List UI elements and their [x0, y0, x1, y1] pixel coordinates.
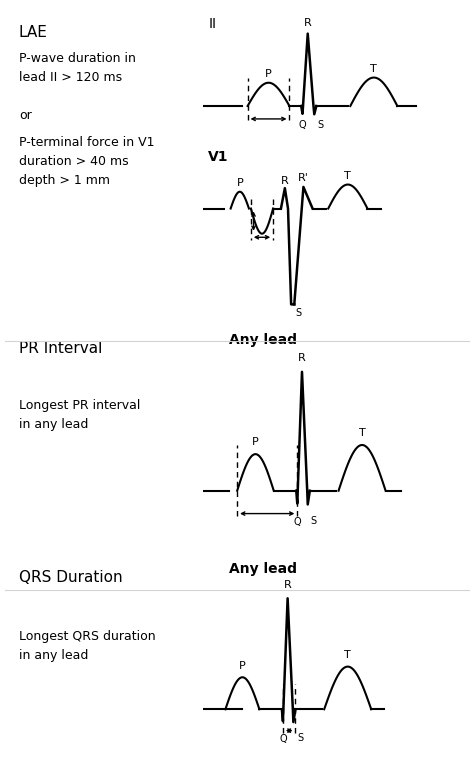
Text: T: T — [371, 64, 377, 74]
Text: P: P — [237, 178, 243, 188]
Text: R: R — [284, 580, 292, 590]
Text: Q: Q — [299, 120, 306, 130]
Text: PR Interval: PR Interval — [19, 341, 102, 356]
Text: S: S — [296, 308, 302, 318]
Text: R: R — [304, 19, 311, 29]
Text: Longest PR interval
in any lead: Longest PR interval in any lead — [19, 400, 140, 431]
Text: Any lead: Any lead — [229, 562, 297, 576]
Text: P-wave duration in
lead II > 120 ms: P-wave duration in lead II > 120 ms — [19, 52, 136, 84]
Text: T: T — [345, 171, 351, 181]
Text: T: T — [344, 650, 351, 660]
Text: S: S — [298, 733, 304, 743]
Text: P: P — [265, 69, 272, 79]
Text: LAE: LAE — [19, 25, 48, 40]
Text: Any lead: Any lead — [229, 333, 297, 347]
Text: P: P — [239, 661, 246, 671]
Text: P-terminal force in V1
duration > 40 ms
depth > 1 mm: P-terminal force in V1 duration > 40 ms … — [19, 136, 155, 187]
Text: R': R' — [298, 173, 309, 183]
Text: Q: Q — [279, 734, 287, 744]
Text: II: II — [209, 17, 217, 31]
Text: Longest QRS duration
in any lead: Longest QRS duration in any lead — [19, 630, 155, 662]
Text: QRS Duration: QRS Duration — [19, 570, 123, 585]
Text: P: P — [252, 438, 259, 447]
Text: R: R — [281, 175, 289, 185]
Text: V1: V1 — [209, 151, 229, 165]
Text: R: R — [298, 353, 306, 362]
Text: Q: Q — [293, 518, 301, 527]
Text: S: S — [310, 516, 317, 526]
Text: S: S — [317, 120, 323, 130]
Text: or: or — [19, 109, 32, 122]
Text: T: T — [359, 428, 365, 438]
